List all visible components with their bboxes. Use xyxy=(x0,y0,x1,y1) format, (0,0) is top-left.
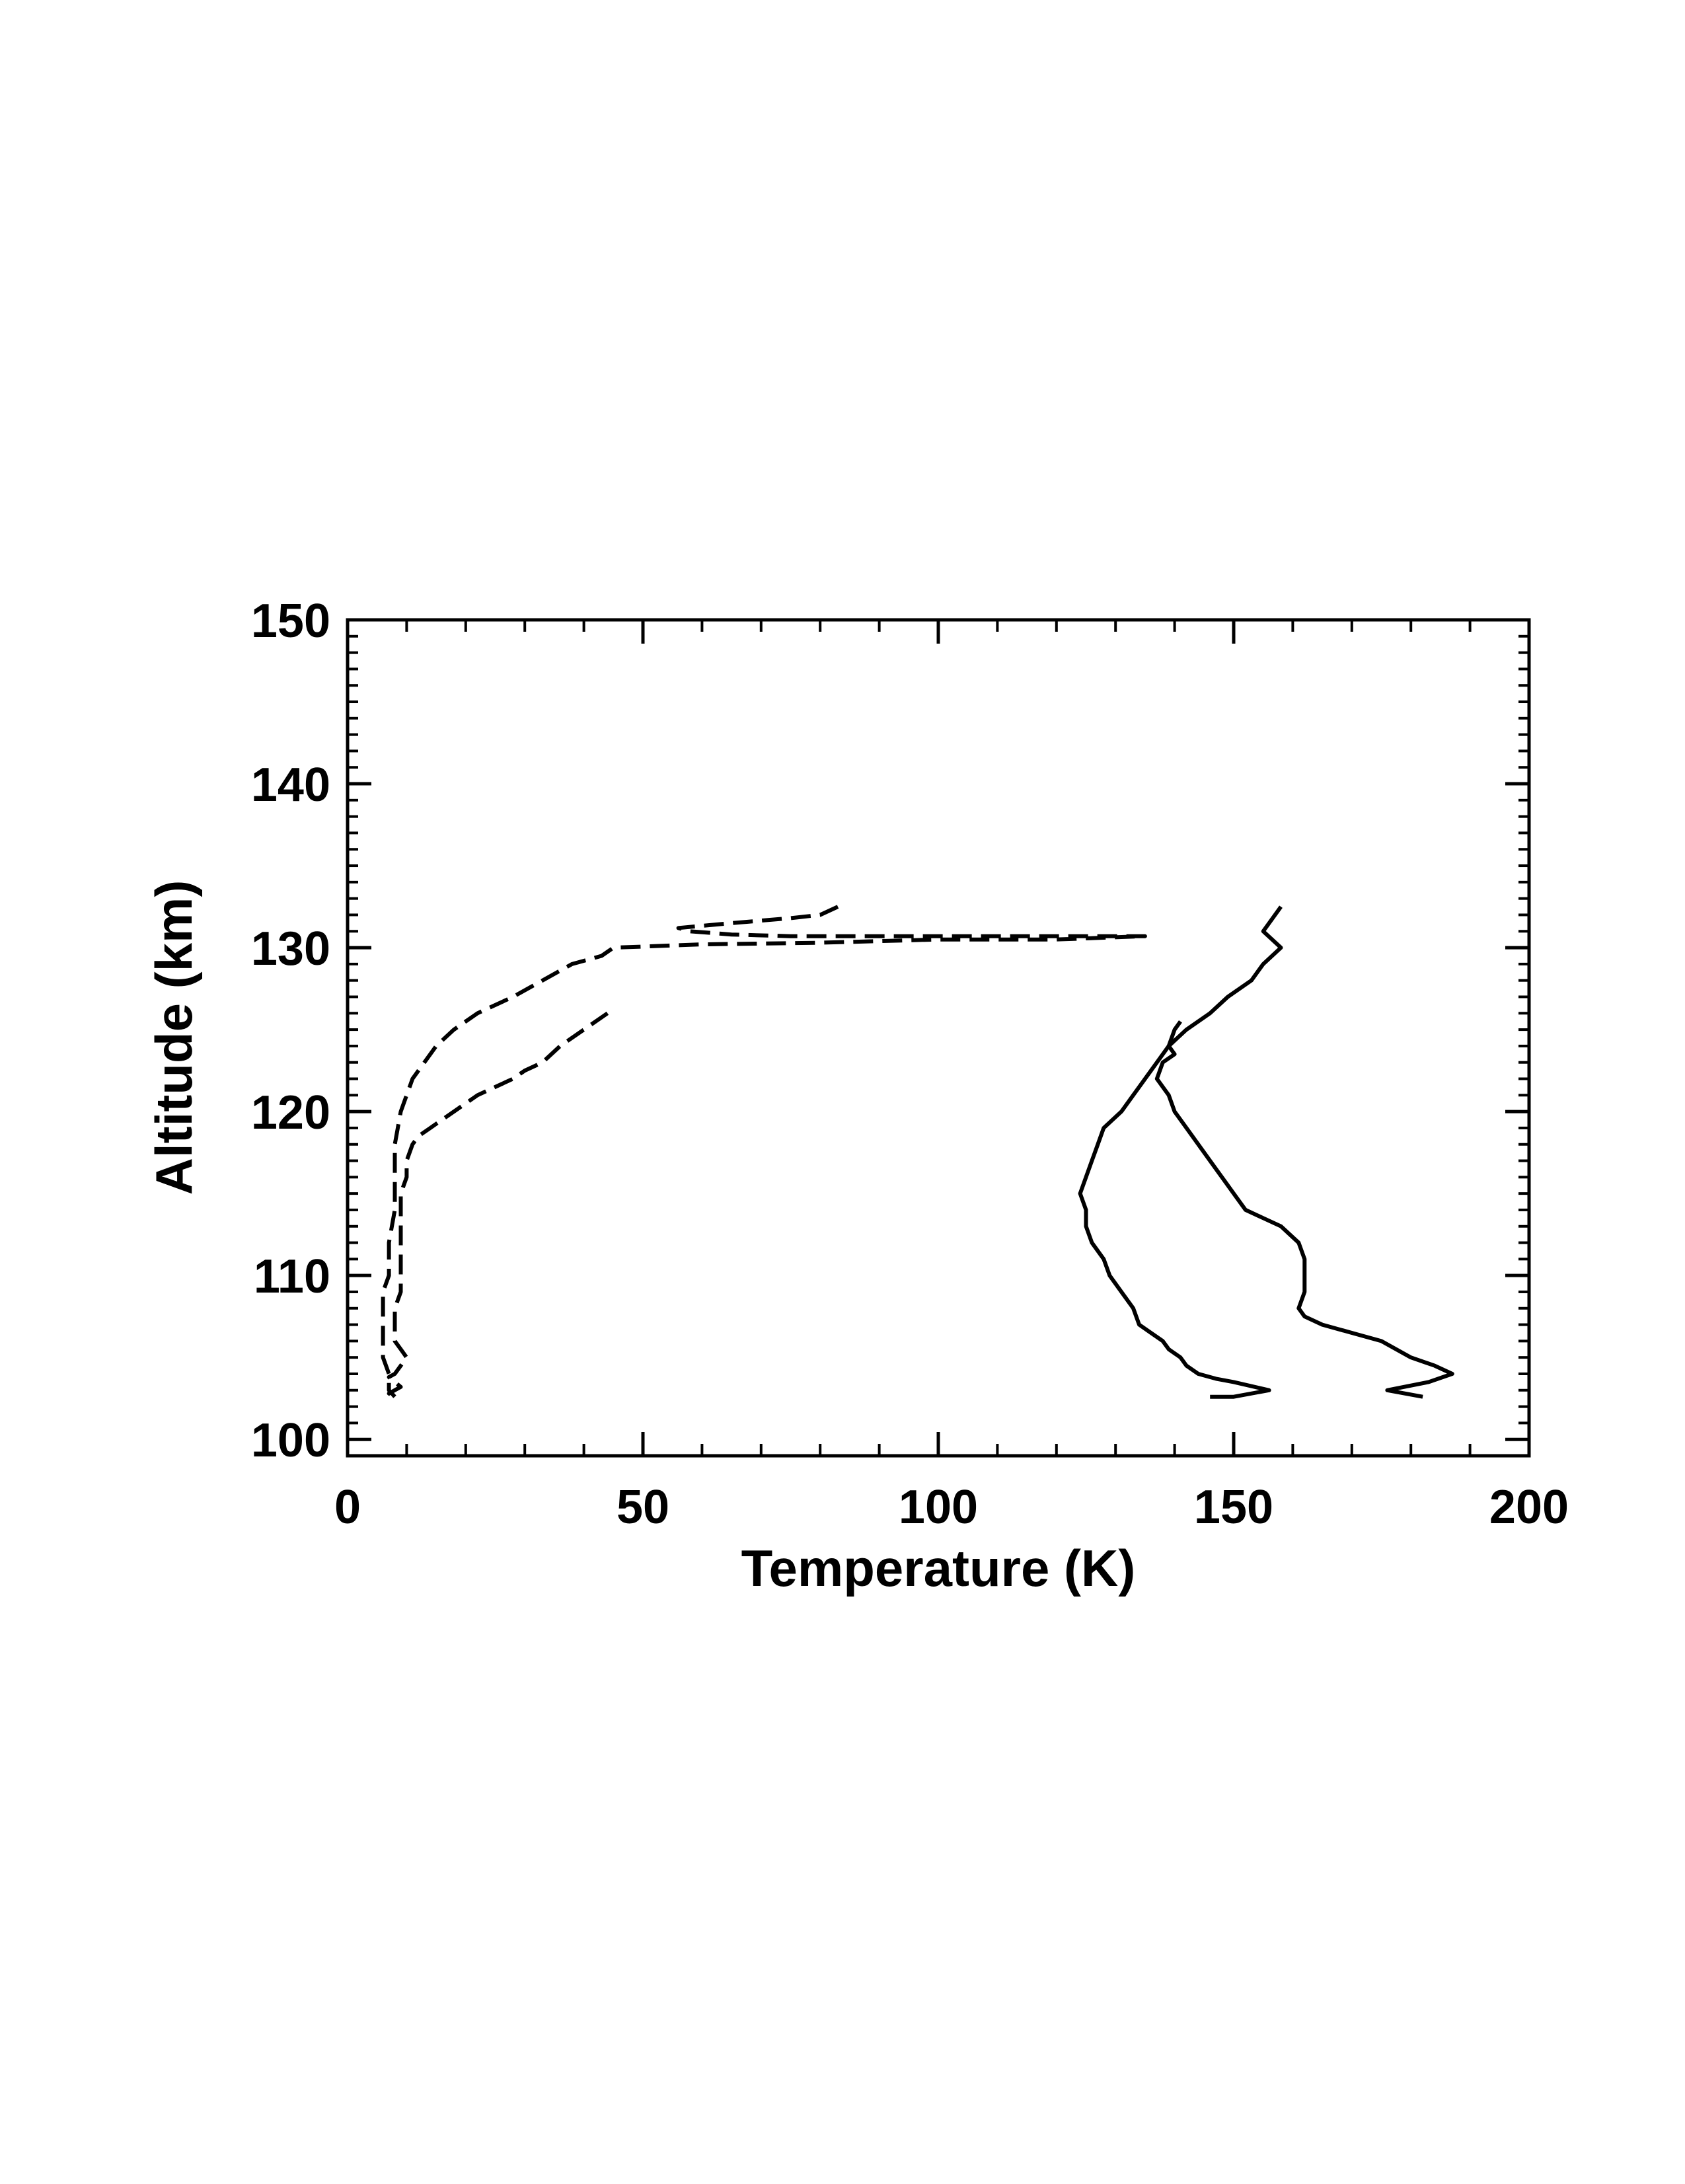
y-tick-label: 150 xyxy=(251,595,330,648)
x-axis-title: Temperature (K) xyxy=(741,1539,1136,1597)
tick-labels: 0 50 100 150 200 100 110 120 130 140 150 xyxy=(251,595,1569,1534)
y-tick-label: 140 xyxy=(251,759,330,811)
y-tick-label: 100 xyxy=(251,1414,330,1467)
x-tick-label: 150 xyxy=(1194,1481,1273,1534)
plot-area xyxy=(381,905,1454,1399)
x-tick-label: 200 xyxy=(1489,1481,1569,1534)
axis-ticks xyxy=(346,618,1531,1456)
y-tick-label: 120 xyxy=(251,1086,330,1139)
y-axis-title: Altitude (km) xyxy=(145,880,203,1195)
x-tick-label: 100 xyxy=(899,1481,978,1534)
series-line-2-solid xyxy=(1154,1020,1454,1399)
x-tick-label: 0 xyxy=(334,1481,361,1534)
series-line-1-solid xyxy=(1078,905,1283,1399)
y-tick-label: 130 xyxy=(251,923,330,975)
y-tick-label: 110 xyxy=(254,1250,330,1303)
x-tick-label: 50 xyxy=(617,1481,669,1534)
series-line-4-dashed xyxy=(387,1011,609,1399)
series-line-3-dashed xyxy=(381,905,1147,1398)
